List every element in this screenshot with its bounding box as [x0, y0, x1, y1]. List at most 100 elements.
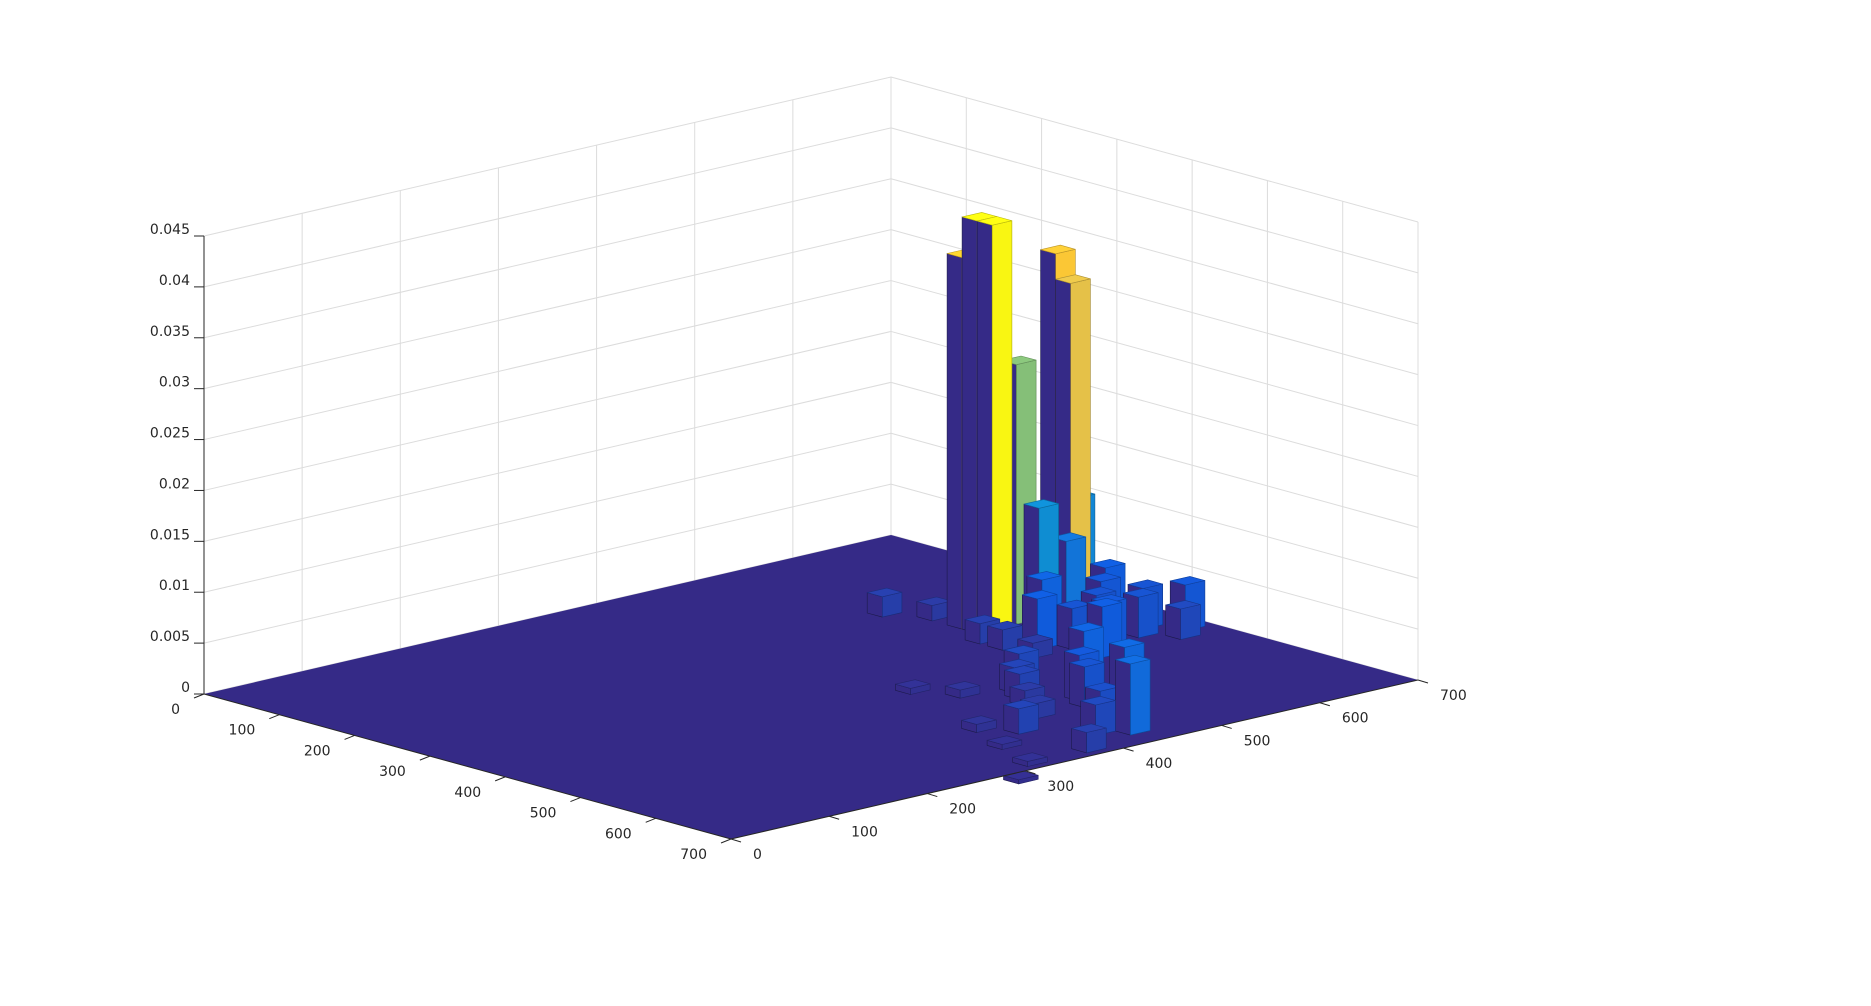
- bar-face-right: [1018, 703, 1039, 735]
- bar: [1012, 752, 1048, 767]
- z-tick-label: 0.035: [150, 324, 190, 340]
- y-tick-mark: [645, 817, 656, 823]
- bar: [1003, 699, 1039, 735]
- bar-face-top: [1064, 646, 1100, 656]
- bar-face-top: [1115, 654, 1151, 665]
- y-tick-mark: [193, 693, 205, 699]
- bar: [866, 587, 903, 618]
- bar-face-right: [1138, 592, 1159, 639]
- x-tick-label: 0: [753, 847, 762, 863]
- bar-face-left: [961, 216, 978, 634]
- bar-face-top: [1069, 657, 1105, 668]
- z-tick-label: 0.01: [159, 578, 190, 594]
- bar-face-top: [1085, 682, 1120, 692]
- z-tick-label: 0.045: [150, 222, 190, 238]
- grid-line-z-left: [203, 229, 892, 390]
- bar-face-left: [976, 220, 993, 638]
- z-tick-label: 0.025: [150, 426, 190, 442]
- grid-line-z-left: [203, 127, 892, 288]
- bar-face-top: [1080, 695, 1116, 706]
- bars-layer: [866, 212, 1206, 785]
- bar-face-left: [1115, 659, 1131, 736]
- bar-face-top: [895, 679, 931, 689]
- z-tick-label: 0.005: [150, 629, 190, 645]
- bar-face-top: [1071, 723, 1107, 733]
- bar: [1165, 600, 1201, 640]
- z-tick-label: 0: [181, 680, 190, 696]
- bar: [916, 596, 952, 622]
- grid-line-z-left: [203, 280, 892, 441]
- x-tick-label: 500: [1244, 733, 1271, 749]
- bar-face-top: [1081, 586, 1116, 596]
- bar-face-right: [1130, 658, 1151, 736]
- grid-line-z-right: [890, 76, 1419, 223]
- y-tick-mark: [269, 714, 280, 720]
- bar: [986, 735, 1023, 750]
- y-tick-label: 200: [304, 743, 331, 759]
- x-tick-mark: [1025, 770, 1036, 775]
- grid-line-z-left: [203, 76, 892, 237]
- bar-face-top: [1068, 622, 1104, 632]
- bar-face-top: [1040, 244, 1076, 255]
- z-tick-label: 0.015: [150, 527, 190, 543]
- grid-line-z-left: [203, 381, 892, 542]
- bar-face-top: [1109, 638, 1145, 648]
- bar-face-top: [1056, 599, 1092, 610]
- y-tick-mark: [720, 838, 732, 844]
- bar: [1123, 588, 1159, 639]
- x-tick-label: 300: [1047, 779, 1074, 795]
- bar-face-top: [1170, 576, 1205, 586]
- grid-line-z-left: [203, 432, 892, 593]
- y-tick-label: 500: [530, 806, 557, 822]
- x-tick-label: 600: [1342, 711, 1369, 727]
- bar-face-top: [977, 216, 1012, 226]
- x-tick-mark: [1123, 747, 1134, 752]
- y-tick-label: 400: [454, 785, 481, 801]
- bar-face-top: [1012, 752, 1048, 762]
- y-tick-label: 0: [171, 702, 180, 718]
- bar-face-left: [1003, 704, 1020, 735]
- grid-line-z-right: [890, 178, 1419, 325]
- grid-line-z-left: [203, 330, 892, 491]
- bar: [976, 216, 1013, 638]
- bar: [1115, 654, 1151, 736]
- bar: [1003, 770, 1039, 785]
- bar-face-top: [1017, 634, 1053, 644]
- x-tick-mark: [1221, 724, 1232, 729]
- x-tick-label: 200: [949, 802, 976, 818]
- x-axis-line: [730, 679, 1419, 840]
- y-tick-label: 100: [229, 723, 256, 739]
- y-tick-mark: [570, 797, 581, 803]
- bar-face-top: [867, 587, 902, 598]
- x-tick-label: 700: [1440, 688, 1467, 704]
- y-axis-line: [203, 693, 732, 840]
- y-tick-label: 300: [379, 764, 406, 780]
- bar: [961, 715, 997, 733]
- bar-face-top: [1004, 665, 1040, 675]
- x-tick-mark: [828, 815, 840, 820]
- grid-line-z-right: [890, 127, 1419, 274]
- x-tick-label: 400: [1146, 756, 1173, 772]
- y-tick-mark: [419, 755, 431, 761]
- bar-face-top: [961, 715, 997, 725]
- bar: [944, 681, 981, 699]
- bar-face-left: [1165, 604, 1181, 640]
- axis-layer: 0 0.005 0.01 0.015 0.02 0.025 0.03 0.035 0.04 0.0…: [150, 222, 1467, 863]
- bar-face-top: [1004, 645, 1039, 655]
- bar-face-top: [987, 620, 1023, 631]
- x-tick-mark: [1417, 679, 1429, 684]
- bar-face-right: [1180, 604, 1201, 640]
- bar-face-top: [1023, 499, 1059, 509]
- bar-face-top: [1123, 588, 1159, 598]
- bar-face-top: [945, 681, 980, 691]
- x-tick-label: 100: [851, 824, 878, 840]
- left-back-wall: [204, 77, 891, 694]
- bar-face-top: [965, 614, 1000, 625]
- z-tick-label: 0.02: [159, 476, 190, 492]
- bar-face-top: [1003, 699, 1039, 710]
- y-tick-label: 600: [605, 826, 632, 842]
- bar-face-top: [1009, 681, 1045, 692]
- bar: [987, 620, 1023, 651]
